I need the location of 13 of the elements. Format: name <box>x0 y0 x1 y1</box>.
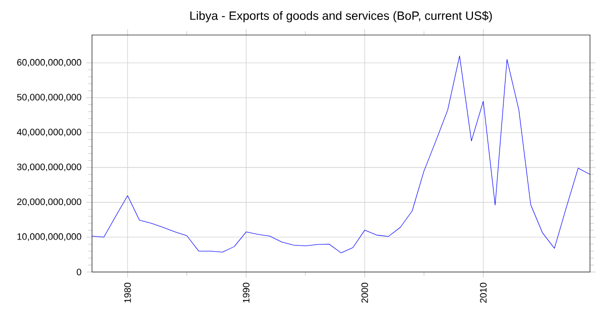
line-series <box>92 56 590 254</box>
y-tick-label: 30,000,000,000 <box>17 164 82 172</box>
y-tick-label: 60,000,000,000 <box>17 59 82 67</box>
y-tick-label: 50,000,000,000 <box>17 94 82 102</box>
x-tick-label: 2010 <box>480 282 487 303</box>
y-tick-label: 10,000,000,000 <box>17 233 82 242</box>
x-tick-label: 1990 <box>242 282 250 302</box>
chart-title: Libya - Exports of goods and services (BoP, current US$) <box>190 10 492 22</box>
x-tick-label: 1980 <box>124 282 131 302</box>
y-tick-label: 40,000,000,000 <box>16 128 82 136</box>
y-tick-label: 0 <box>76 268 82 276</box>
x-tick-label: 2000 <box>361 282 368 303</box>
y-tick-label: 20,000,000,000 <box>17 198 82 206</box>
